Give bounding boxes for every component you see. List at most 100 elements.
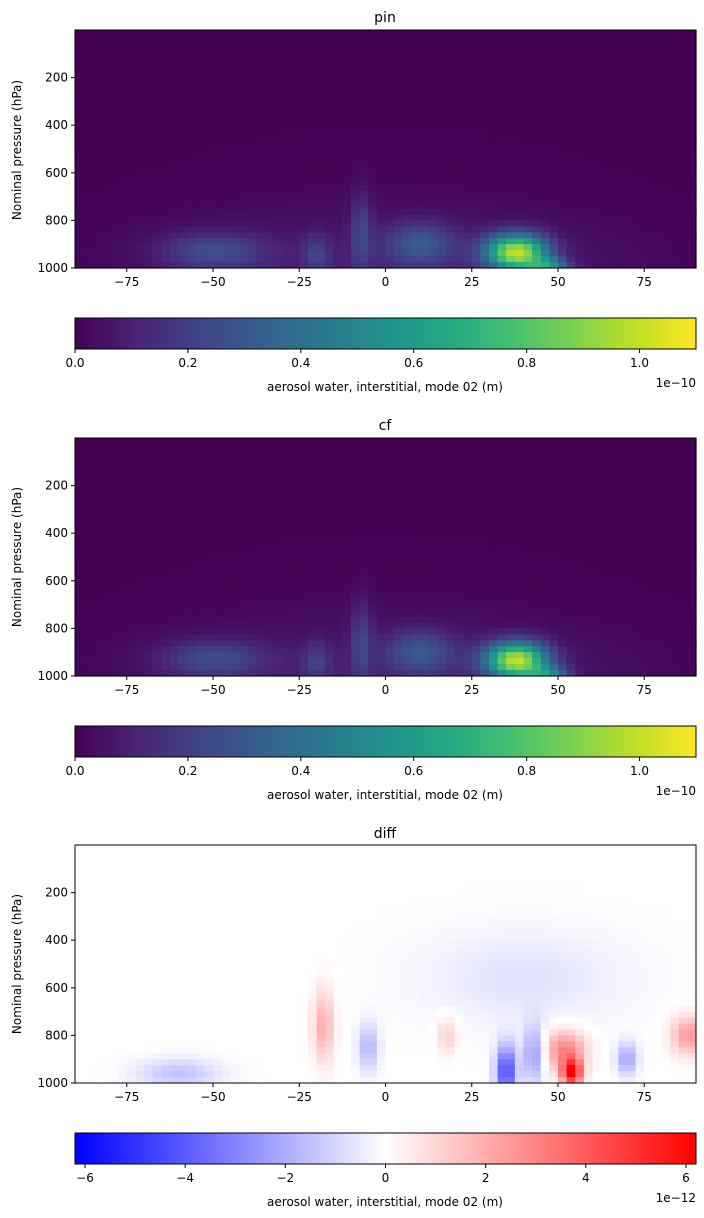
heatmap-cell (264, 658, 274, 665)
heatmap-cell (325, 622, 335, 629)
heatmap-cell (687, 574, 697, 582)
heatmap-cell (213, 184, 223, 192)
heatmap-cell (359, 449, 369, 463)
heatmap-cell (385, 202, 395, 210)
heatmap-cell (678, 568, 688, 576)
heatmap-cell (178, 557, 188, 564)
heatmap-cell (687, 220, 697, 227)
heatmap-cell (480, 172, 490, 180)
heatmap-cell (247, 77, 257, 91)
heatmap-cell (187, 497, 197, 510)
heatmap-cell (359, 533, 369, 540)
heatmap-cell (652, 41, 663, 55)
heatmap-cell (75, 190, 85, 198)
heatmap-cell (583, 149, 594, 156)
heatmap-cell (144, 521, 154, 534)
heatmap-cell (135, 166, 145, 174)
heatmap-cell (445, 184, 456, 192)
heatmap-cell (247, 652, 257, 659)
heatmap-cell (523, 172, 533, 180)
heatmap-cell (540, 658, 550, 665)
heatmap-cell (385, 160, 395, 168)
heatmap-cell (514, 160, 525, 168)
heatmap-cell (627, 154, 637, 162)
heatmap-cell (454, 172, 464, 180)
heatmap-cell (342, 580, 352, 588)
heatmap-cell (583, 232, 594, 239)
heatmap-cell (316, 41, 326, 55)
heatmap-cell (204, 238, 214, 245)
heatmap-cell (92, 184, 102, 192)
heatmap-cell (540, 244, 550, 251)
heatmap-cell (437, 196, 447, 204)
heatmap-cell (273, 196, 283, 204)
heatmap-cell (601, 449, 611, 463)
heatmap-cell (282, 101, 292, 114)
heatmap-cell (566, 574, 576, 582)
heatmap-cell (359, 166, 369, 174)
heatmap-cell (385, 634, 395, 641)
heatmap-cell (264, 143, 274, 150)
heatmap-cell (463, 533, 473, 540)
heatmap-cell (601, 166, 611, 174)
heatmap-cell (342, 125, 352, 132)
heatmap-cell (161, 598, 171, 606)
heatmap-cell (169, 533, 180, 540)
heatmap-cell (325, 485, 335, 499)
heatmap-cell (566, 551, 576, 558)
heatmap-cell (221, 220, 231, 227)
heatmap-cell (109, 640, 119, 647)
heatmap-cell (135, 652, 145, 659)
heatmap-cell (333, 509, 343, 522)
heatmap-cell (359, 113, 369, 126)
heatmap-cell (506, 190, 516, 198)
heatmap-cell (609, 622, 619, 629)
heatmap-cell (359, 154, 369, 162)
heatmap-cell (687, 149, 697, 156)
heatmap-cell (540, 485, 550, 499)
heatmap-cell (195, 196, 205, 204)
heatmap-cell (126, 461, 136, 475)
heatmap-cell (161, 220, 171, 227)
heatmap-cell (670, 634, 680, 641)
heatmap-cell (480, 473, 490, 487)
heatmap-cell (152, 640, 162, 647)
heatmap-cell (195, 592, 205, 600)
heatmap-cell (687, 449, 697, 463)
heatmap-cell (316, 77, 326, 91)
heatmap-cell (687, 65, 697, 79)
heatmap-cell (454, 125, 464, 132)
heatmap-cell (273, 160, 283, 168)
heatmap-cell (316, 30, 326, 43)
heatmap-cell (428, 208, 438, 216)
heatmap-cell (213, 598, 223, 606)
heatmap-cell (402, 143, 412, 150)
heatmap-cell (601, 232, 611, 239)
heatmap-cell (575, 664, 585, 671)
heatmap-cell (609, 521, 619, 534)
heatmap-cell (506, 640, 516, 647)
heatmap-cell (635, 184, 645, 192)
heatmap-cell (135, 845, 145, 858)
heatmap-cell (178, 30, 188, 43)
heatmap-cell (583, 256, 594, 263)
heatmap-cell (506, 497, 516, 510)
heatmap-cell (307, 509, 318, 522)
heatmap-cell (368, 184, 378, 192)
heatmap-cell (92, 226, 102, 233)
heatmap-cell (489, 449, 499, 463)
heatmap-cell (566, 154, 576, 162)
heatmap-cell (523, 238, 533, 245)
heatmap-cell (256, 557, 266, 564)
heatmap-cell (489, 226, 499, 233)
heatmap-cell (299, 664, 309, 671)
heatmap-cell (152, 77, 162, 91)
heatmap-cell (627, 497, 637, 510)
heatmap-cell (575, 196, 585, 204)
heatmap-cell (376, 568, 387, 576)
heatmap-cell (213, 41, 223, 55)
heatmap-cell (609, 497, 619, 510)
heatmap-cell (247, 592, 257, 600)
heatmap-cell (463, 646, 473, 653)
heatmap-cell (523, 143, 533, 150)
